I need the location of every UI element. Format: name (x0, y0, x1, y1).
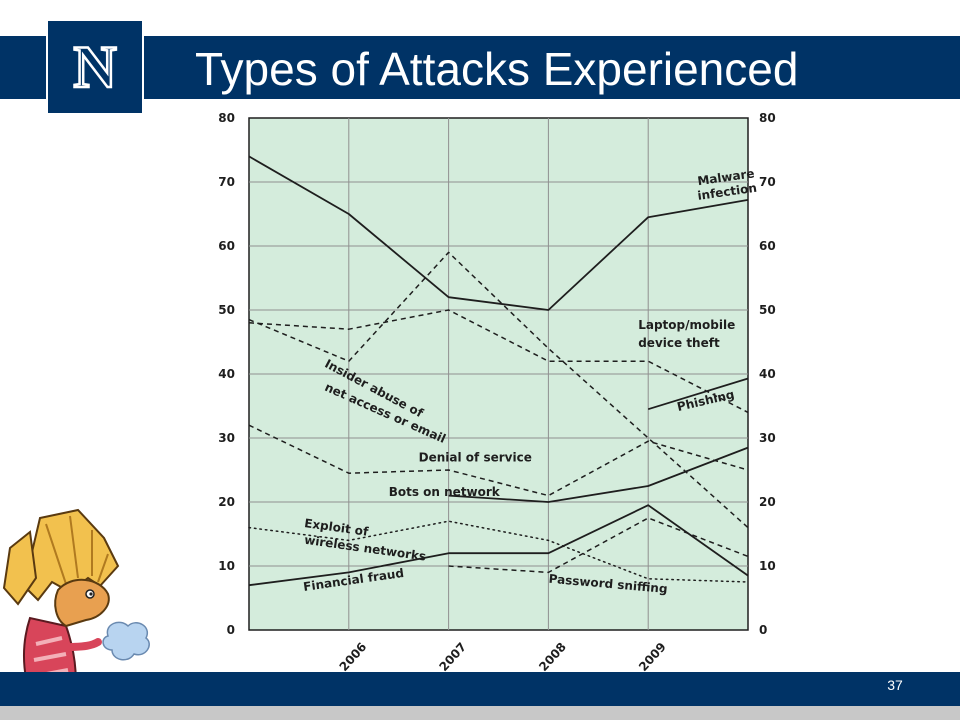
block-n-logo-icon: N (72, 37, 118, 97)
slide-title: Types of Attacks Experienced (195, 43, 799, 95)
y-axis-left-ticks: 0 10 20 30 40 50 60 70 80 (218, 111, 235, 637)
y-axis-right-ticks: 0 10 20 30 40 50 60 70 80 (759, 111, 776, 637)
university-logo: N (46, 19, 144, 115)
series-line-phishing (647, 377, 749, 411)
series-line-denial-of-service (248, 424, 749, 497)
y-tick-label-left: 0 (227, 623, 235, 637)
series-lines (248, 155, 749, 587)
dragon-wing-left (2, 530, 38, 606)
x-axis-ticks: 2006 2007 2008 2009 (337, 640, 669, 674)
x-tick-label: 2007 (436, 640, 469, 674)
grid-lines (249, 118, 748, 630)
dragon-arm (58, 638, 102, 652)
y-tick-label-left: 50 (218, 303, 235, 317)
series-line-financial-fraud (248, 504, 749, 587)
series-line-bots-on-network (448, 446, 749, 503)
y-tick-label-left: 70 (218, 175, 235, 189)
y-tick-label-left: 60 (218, 239, 235, 253)
x-tick-label: 2009 (636, 640, 669, 674)
dragon-smoke (102, 621, 150, 661)
series-line-malware-infection (248, 155, 749, 311)
x-tick-label: 2006 (337, 640, 370, 674)
annotation-bots-on-network: Bots on network (389, 485, 501, 499)
footer-strip (0, 706, 960, 720)
annotation-device-theft: device theft (638, 336, 720, 350)
dragon-wing (22, 508, 120, 602)
dragon-belly-stripes (33, 636, 71, 694)
y-tick-label-right: 20 (759, 495, 776, 509)
y-tick-label-left: 40 (218, 367, 235, 381)
dragon-head (54, 578, 110, 628)
series-line-insider-abuse-of-net-access-or-email (248, 251, 749, 529)
y-tick-label-left: 20 (218, 495, 235, 509)
y-tick-label-right: 10 (759, 559, 776, 573)
y-tick-label-right: 30 (759, 431, 776, 445)
slide-number: 37 (887, 677, 903, 693)
dragon-pupil (89, 592, 93, 596)
y-tick-label-left: 10 (218, 559, 235, 573)
series-line-password-sniffing (448, 517, 749, 574)
y-tick-label-right: 80 (759, 111, 776, 125)
annotation-denial-of-service: Denial of service (419, 451, 532, 465)
y-tick-label-right: 50 (759, 303, 776, 317)
y-tick-label-right: 40 (759, 367, 776, 381)
series-line-exploit-of-wireless-networks (248, 520, 749, 583)
annotation-laptop-mobile: Laptop/mobile (638, 318, 735, 332)
attacks-line-chart: 0 10 20 30 40 50 60 70 80 0 10 20 30 40 50 60 70 80 2006… (218, 111, 776, 674)
footer-band (0, 672, 960, 706)
y-tick-label-left: 80 (218, 111, 235, 125)
y-tick-label-left: 30 (218, 431, 235, 445)
y-tick-label-right: 60 (759, 239, 776, 253)
logo-letter: N (73, 37, 116, 97)
x-tick-label: 2008 (536, 640, 569, 674)
y-tick-label-right: 0 (759, 623, 767, 637)
dragon-wing-ribs (45, 515, 109, 585)
title-band (0, 36, 960, 99)
series-line-laptop-mobile-device-theft (248, 309, 749, 414)
y-tick-label-right: 70 (759, 175, 776, 189)
